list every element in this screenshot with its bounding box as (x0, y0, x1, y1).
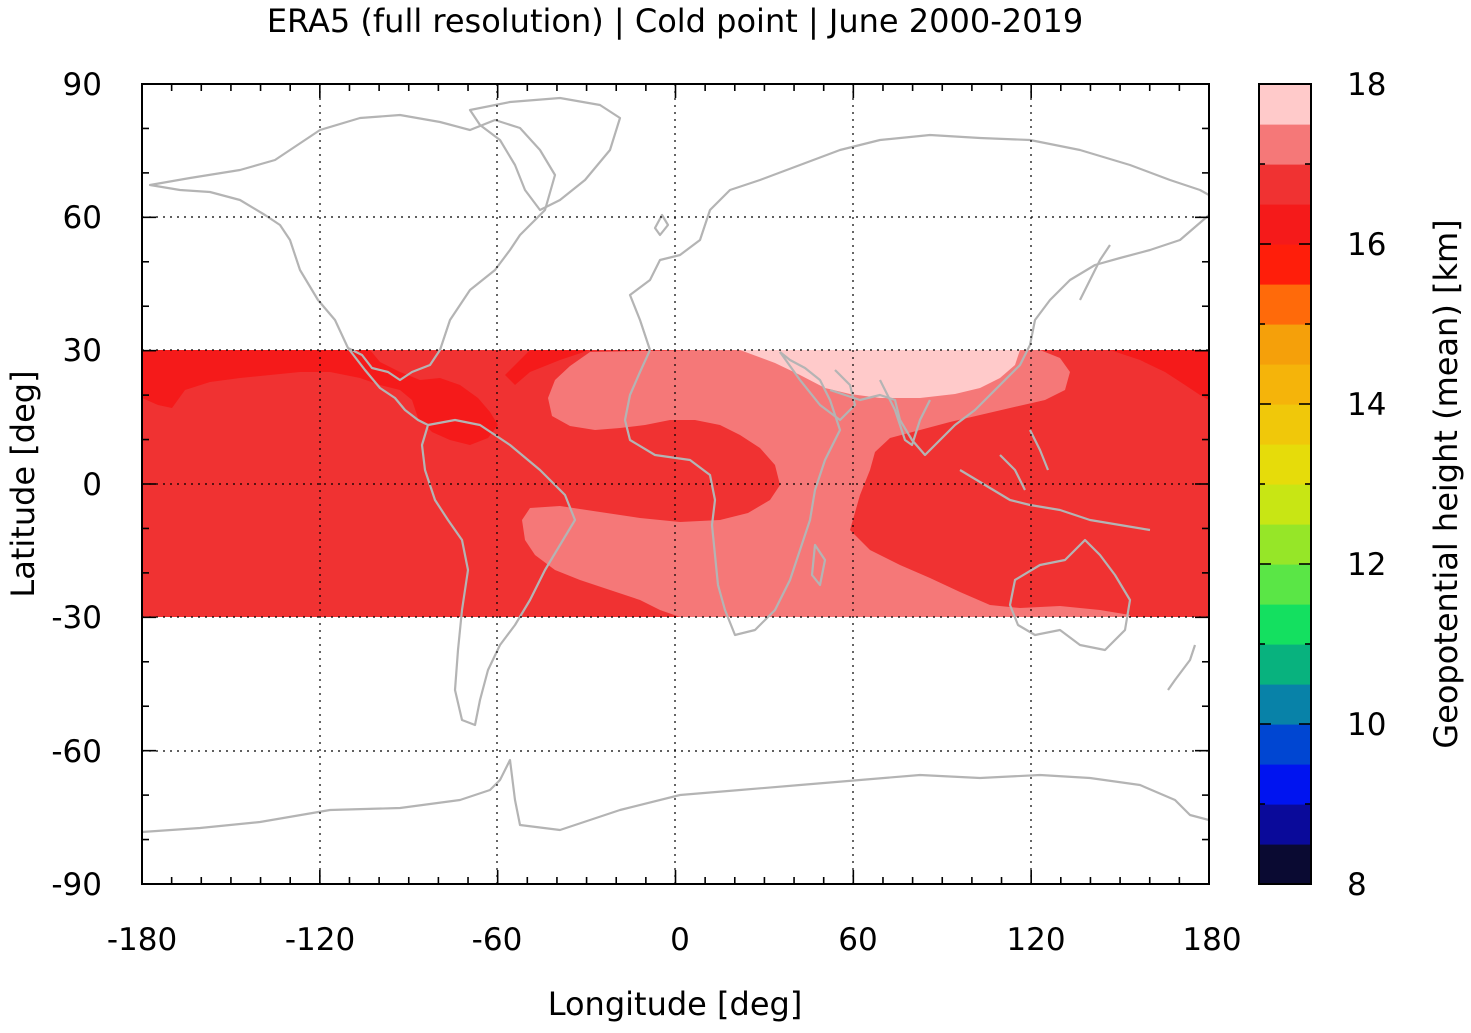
y-tick-label: 30 (63, 333, 102, 369)
colorbar-swatch (1259, 484, 1311, 525)
y-axis-title: Latitude [deg] (4, 370, 42, 597)
y-tick-label: 60 (63, 200, 102, 236)
colorbar-tick-label: 12 (1347, 547, 1386, 583)
colorbar-tick-label: 16 (1347, 227, 1386, 263)
colorbar-swatch (1259, 524, 1311, 565)
x-tick-labels: -180 -120 -60 0 60 120 180 (107, 922, 1242, 958)
y-tick-labels: 90 60 30 0 -30 -60 -90 (51, 67, 102, 903)
region-tibet-india (740, 350, 1020, 398)
x-tick-label: 0 (670, 922, 690, 958)
y-tick-label: -60 (51, 734, 102, 770)
y-tick-label: 90 (63, 67, 102, 103)
colorbar-swatch (1259, 404, 1311, 445)
colorbar (1259, 84, 1311, 885)
x-tick-label: 120 (1006, 922, 1065, 958)
colorbar-tick-label: 14 (1347, 387, 1386, 423)
x-tick-label: -120 (285, 922, 355, 958)
map-plot-area (142, 84, 1209, 884)
gridlines (142, 84, 1209, 884)
colorbar-swatch (1259, 764, 1311, 805)
coastlines (142, 96, 1209, 834)
colorbar-tick-label: 18 (1347, 67, 1386, 103)
colorbar-title: Geopotential height (mean) [km] (1427, 219, 1465, 748)
plot-title: ERA5 (full resolution) | Cold point | Ju… (267, 2, 1083, 40)
axis-ticks (141, 83, 1210, 885)
x-axis-title: Longitude [deg] (548, 985, 803, 1023)
x-tick-label: -60 (472, 922, 523, 958)
colorbar-swatch (1259, 324, 1311, 365)
y-tick-label: -90 (51, 867, 102, 903)
x-tick-label: 60 (838, 922, 877, 958)
colorbar-swatch (1259, 284, 1311, 325)
x-tick-label: 180 (1182, 922, 1241, 958)
colorbar-tick-label: 8 (1347, 867, 1367, 903)
colorbar-swatch (1259, 444, 1311, 485)
x-tick-label: -180 (107, 922, 177, 958)
region-east-pacific-upper (142, 350, 498, 445)
colorbar-swatch (1259, 364, 1311, 405)
region-east-pacific-edge (505, 350, 590, 385)
colorbar-swatch (1259, 684, 1311, 725)
colorbar-swatch (1259, 124, 1311, 165)
colorbar-swatch (1259, 164, 1311, 205)
colorbar-swatch (1259, 644, 1311, 685)
region-west-pacific-upper (1110, 350, 1209, 400)
colorbar-swatch (1259, 604, 1311, 645)
y-tick-label: -30 (51, 600, 102, 636)
colorbar-ticks (1259, 83, 1311, 885)
colorbar-swatch (1259, 804, 1311, 845)
colorbar-swatch (1259, 84, 1311, 125)
colorbar-swatch (1259, 844, 1311, 885)
y-tick-label: 0 (82, 467, 102, 503)
colorbar-swatch (1259, 204, 1311, 245)
colorbar-swatch (1259, 564, 1311, 605)
colorbar-tick-label: 10 (1347, 707, 1386, 743)
colorbar-swatch (1259, 724, 1311, 765)
colorbar-swatch (1259, 244, 1311, 285)
region-atlantic-africa-indian (522, 350, 1130, 617)
colorbar-tick-labels: 18 16 14 12 10 8 (1347, 67, 1386, 903)
